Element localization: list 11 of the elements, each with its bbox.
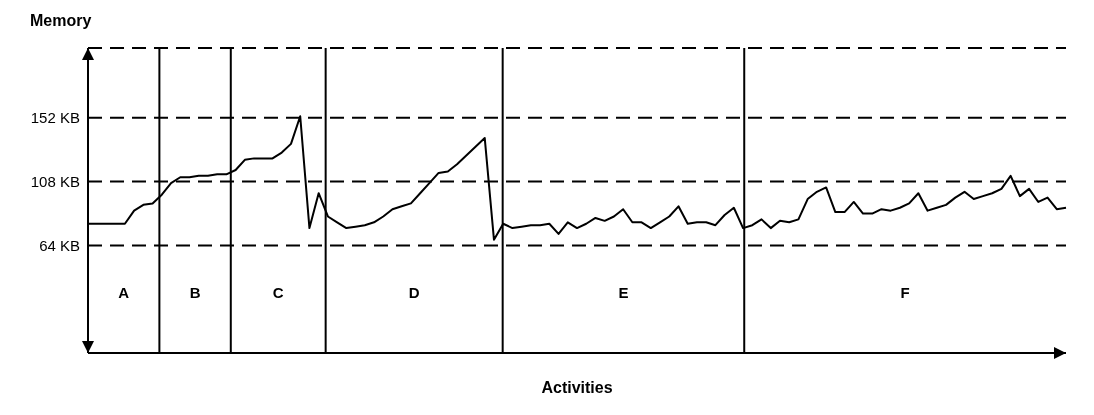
annotation: E	[618, 284, 629, 301]
annotation: F	[900, 284, 910, 301]
y-tick-label: 152 KB	[30, 109, 80, 127]
annotation: D	[408, 284, 420, 301]
annotation: A	[118, 284, 130, 301]
y-tick-label: 108 KB	[30, 172, 80, 190]
x-axis-title: Activities	[541, 379, 613, 396]
annotation: C	[272, 284, 284, 301]
y-axis-title: Memory	[30, 12, 92, 30]
annotation: B	[189, 284, 201, 301]
y-tick-label: 64 KB	[39, 236, 80, 254]
